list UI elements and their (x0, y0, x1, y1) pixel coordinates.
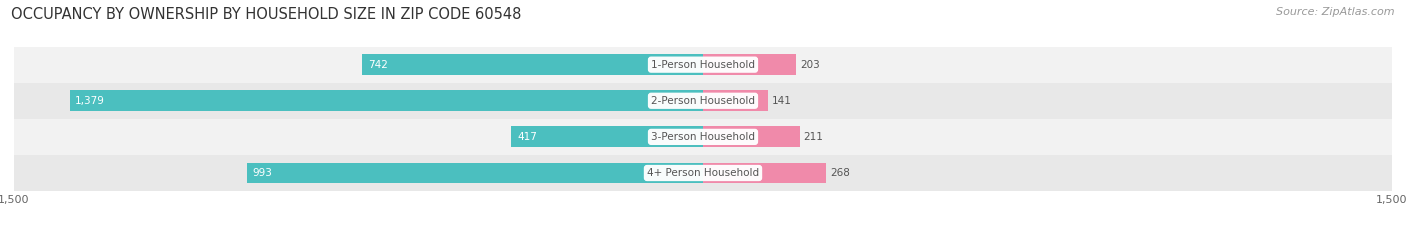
Bar (703, 90, 768, 111)
Text: Source: ZipAtlas.com: Source: ZipAtlas.com (1277, 7, 1395, 17)
Bar (512, 127, 703, 147)
Text: 268: 268 (830, 168, 849, 178)
Text: 993: 993 (253, 168, 273, 178)
Bar (363, 54, 703, 75)
Bar (703, 127, 800, 147)
Text: 742: 742 (368, 60, 388, 70)
Bar (703, 54, 796, 75)
Text: 417: 417 (517, 132, 537, 142)
Text: 203: 203 (800, 60, 820, 70)
Text: 211: 211 (804, 132, 824, 142)
Text: OCCUPANCY BY OWNERSHIP BY HOUSEHOLD SIZE IN ZIP CODE 60548: OCCUPANCY BY OWNERSHIP BY HOUSEHOLD SIZE… (11, 7, 522, 22)
Text: 141: 141 (772, 96, 792, 106)
Text: 1,379: 1,379 (75, 96, 105, 106)
Bar (14, 119, 1392, 155)
Text: 1-Person Household: 1-Person Household (651, 60, 755, 70)
Bar (14, 83, 1392, 119)
Bar (14, 155, 1392, 191)
Text: 2-Person Household: 2-Person Household (651, 96, 755, 106)
Text: 3-Person Household: 3-Person Household (651, 132, 755, 142)
Bar (14, 47, 1392, 83)
Bar (70, 90, 703, 111)
Bar (703, 163, 827, 183)
Bar (247, 163, 703, 183)
Text: 4+ Person Household: 4+ Person Household (647, 168, 759, 178)
